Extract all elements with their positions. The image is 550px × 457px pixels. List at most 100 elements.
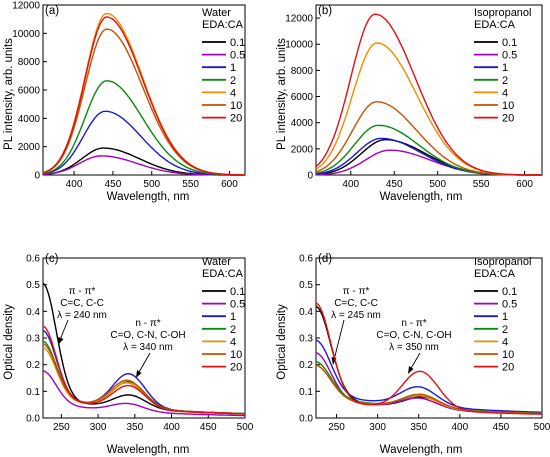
panel-a-ytick-label: 6000 [18,86,41,97]
panel-c-arrow-n [137,352,151,375]
panel-c-label: (c) [45,253,59,265]
panel-d-xtick-label: 500 [534,422,550,433]
panel-a-ytick-label: 2000 [18,142,41,153]
panel-c-legend-label-1: 1 [230,311,236,323]
panel-d-arrowhead-n [408,366,414,374]
panel-d-xlabel: Wavelength, nm [380,444,463,456]
panel-b: (b) Isopropanol EDA:CA Wavelength, nm PL… [276,4,543,203]
panel-c-arrow-pi [59,319,69,341]
panel-d-ylabel: Optical density [276,304,288,380]
panel-c-legend-label-2: 2 [230,324,236,336]
panel-b-ytick-label: 0 [307,171,313,182]
panel-a-xtick-label: 450 [105,179,122,190]
panel-b-ytick-label: 4000 [291,118,314,129]
panel-b-legend-label-0.5: 0.5 [502,50,517,62]
panel-c-legend-label-0.5: 0.5 [230,299,245,311]
panel-c-annotation-pi-2: C=C, C-C [60,298,104,309]
panel-b-xtick-label: 400 [342,179,359,190]
panel-b-ytick-label: 6000 [291,92,314,103]
panel-c-xtick-label: 300 [90,422,107,433]
panel-a-ylabel: PL intensity, arb. units [3,38,15,150]
panel-d-xtick-label: 450 [493,422,510,433]
panel-d-annotation-pi-1: π - π* [343,286,370,297]
panel-b-legend-label-1: 1 [502,62,508,74]
panel-c-legend-label-10: 10 [230,349,242,361]
panel-c-arrowhead-n [136,370,142,378]
panel-d-annotation-n-3: λ = 350 nm [389,342,439,353]
panel-a-xtick-label: 400 [66,179,83,190]
panel-d-legend-label-1: 1 [502,311,508,323]
panel-b-xlabel: Wavelength, nm [380,191,463,203]
panel-c-xlabel: Wavelength, nm [107,444,190,456]
panel-d-annotation-n-2: C=O, C-N, C-OH [376,330,451,341]
panel-d-legend-label-10: 10 [502,349,514,361]
panel-d-legend-title-2: EDA:CA [474,268,516,280]
panel-a-ytick-label: 12000 [12,1,40,12]
panel-d-xtick-label: 400 [451,422,468,433]
panel-d-xtick-label: 250 [328,422,345,433]
panel-c-xtick-label: 450 [200,422,217,433]
panel-b-legend-label-4: 4 [502,87,508,99]
panel-c-ytick-label: 0.1 [26,387,40,398]
panel-c-xtick-label: 400 [163,422,180,433]
panel-d-legend-title-1: Isopropanol [474,256,532,268]
panel-b-ytick-label: 2000 [291,144,314,155]
panel-c-ytick-label: 0.2 [26,360,40,371]
panel-a-ytick-label: 8000 [18,57,41,68]
panel-c-annotation-n-2: C=O, C-N, C-OH [110,330,185,341]
panel-d-xtick-label: 350 [410,422,427,433]
panel-c: (c) Water EDA:CA Wavelength, nm Optical … [3,253,254,456]
panel-b-ylabel: PL intensity, arb. units [276,38,288,150]
panel-b-xtick-label: 550 [473,179,490,190]
panel-d-arrow-pi [333,319,345,361]
panel-c-legend-label-20: 20 [230,362,242,374]
panel-a-legend-label-1: 1 [230,62,236,74]
panel-b-ytick-label: 12000 [285,14,313,25]
panel-c-xtick-label: 350 [126,422,143,433]
panel-c-ytick-label: 0.6 [26,254,40,265]
panel-b-label: (b) [318,5,332,17]
panel-d-ytick-label: 0.2 [299,360,313,371]
panel-d-series-20 [315,302,542,415]
panel-a-xtick-label: 500 [143,179,160,190]
panel-a-series-20 [42,16,245,176]
panel-b-legend-label-2: 2 [502,75,508,87]
panel-c-ylabel: Optical density [3,304,15,380]
panel-b-ytick-label: 8000 [291,66,314,77]
panel-b-frame [315,4,543,176]
panel-b-legend-title-1: Isopropanol [474,7,532,19]
panel-b-xtick-label: 600 [516,179,533,190]
panel-d-arrow-n [409,352,421,371]
panel-d-series-10 [315,364,542,415]
panel-c-annotation-pi-1: π - π* [69,286,96,297]
panel-d-legend-label-0.5: 0.5 [502,299,517,311]
panel-a-ytick-label: 10000 [12,29,40,40]
panel-a-series-4 [42,12,245,176]
panel-b-legend-label-0.1: 0.1 [502,37,517,49]
panel-b-series-20 [315,13,542,176]
panel-d-legend-label-0.1: 0.1 [502,286,517,298]
panel-a-xtick-label: 600 [221,179,238,190]
panel-d-annotation-pi-3: λ = 245 nm [331,310,381,321]
panel-a-legend-label-0.1: 0.1 [230,37,245,49]
panel-c-ytick-label: 0.5 [26,280,40,291]
panel-b-legend-label-20: 20 [502,113,514,125]
panel-c-series-0.5 [42,370,245,417]
panel-d-ytick-label: 0.4 [299,307,313,318]
panel-d-ytick-label: 0.6 [299,254,313,265]
panel-a: (a) Water EDA:CA Wavelength, nm PL inten… [3,1,246,203]
panel-d-ytick-label: 0.1 [299,387,313,398]
panel-a-xlabel: Wavelength, nm [107,191,190,203]
panel-c-annotation-pi-3: λ = 240 nm [57,310,107,321]
panel-a-series-2 [42,80,245,176]
panel-a-legend-title-2: EDA:CA [202,19,244,31]
panel-b-legend-title-2: EDA:CA [474,19,516,31]
panel-c-series-20 [42,325,245,415]
panel-c-xtick-label: 250 [53,422,70,433]
panel-d-annotation-pi-2: C=C, C-C [334,298,378,309]
panel-b-legend-label-10: 10 [502,100,514,112]
panel-d-xtick-label: 300 [369,422,386,433]
panel-c-legend-label-4: 4 [230,336,236,348]
panel-a-legend-title-1: Water [202,7,231,19]
